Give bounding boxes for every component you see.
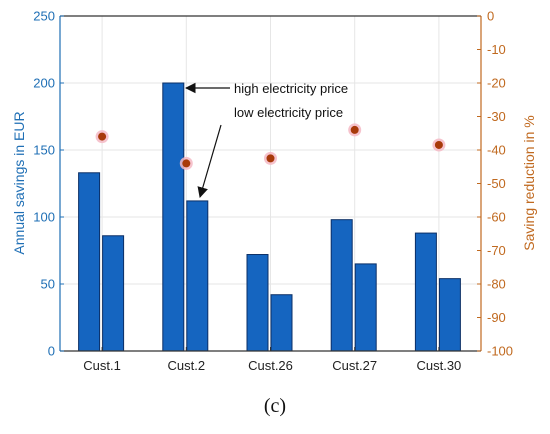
tick-label-left: 250 [33,9,55,24]
bar [162,82,185,352]
tick-label-left: 0 [48,344,55,359]
data-point [434,140,443,149]
data-point [266,154,275,163]
bar [438,278,461,352]
bar [102,235,125,352]
tick-label-left: 50 [41,277,55,292]
tick-label-right: -70 [487,243,506,258]
tick-label-left: 200 [33,76,55,91]
bar [78,172,101,352]
tick-label-right: -40 [487,143,506,158]
tick-label-right: -50 [487,176,506,191]
tick-label-x: Cust.26 [248,358,293,373]
data-point [98,132,107,141]
annotations: high electricity price low electricity p… [184,81,348,199]
tick-label-x: Cust.30 [416,358,461,373]
figure-caption: (c) [264,395,286,417]
y-axis-label-right: Saving reduction in % [521,115,537,250]
annotation-low-price: low electricity price [234,105,343,120]
tick-label-right: -60 [487,210,506,225]
data-point [350,125,359,134]
tick-label-right: -100 [487,344,513,359]
tick-label-right: -80 [487,277,506,292]
bar [246,254,269,352]
tick-label-left: 100 [33,210,55,225]
tick-label-right: -10 [487,42,506,57]
annotation-high-price: high electricity price [234,81,348,96]
tick-label-right: -30 [487,109,506,124]
axes [59,15,482,352]
tick-label-right: -20 [487,76,506,91]
annotation-arrow-low [197,124,222,199]
bar [270,294,293,352]
saving-reduction-points [95,123,446,170]
tick-label-x: Cust.27 [332,358,377,373]
tick-label-x: Cust.1 [83,358,121,373]
bar [330,219,353,352]
bar [354,263,377,352]
tick-label-right: 0 [487,9,494,24]
tick-labels: 050100150200250-100-90-80-70-60-50-40-30… [33,9,513,374]
y-axis-label-left: Annual savings in EUR [11,111,27,254]
bar [414,232,437,352]
tick-label-x: Cust.2 [168,358,206,373]
bar [186,200,209,352]
tick-label-left: 150 [33,143,55,158]
tick-label-right: -90 [487,310,506,325]
data-point [182,159,191,168]
